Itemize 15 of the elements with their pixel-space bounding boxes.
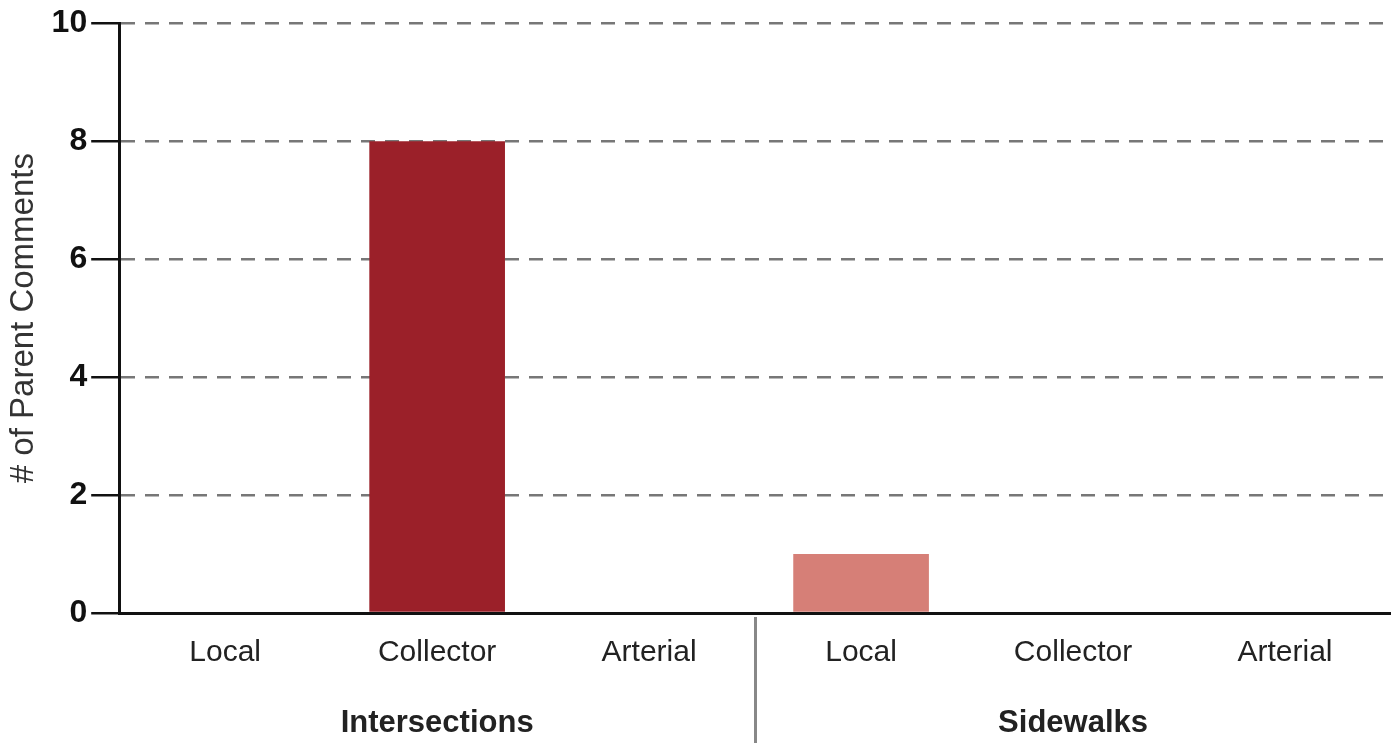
x-tick-label: Local xyxy=(189,634,262,668)
y-tick-label: 2 xyxy=(69,474,88,511)
y-tick-label: 10 xyxy=(51,3,88,40)
x-tick-label: Local xyxy=(825,634,897,668)
y-tick-label: 6 xyxy=(69,238,88,275)
y-axis-title: # of Parent Comments xyxy=(2,153,40,484)
y-tick-label: 4 xyxy=(69,356,88,393)
text: Sidewalks xyxy=(998,703,1149,739)
x-tick-label: Arterial xyxy=(1237,634,1333,668)
x-tick-label: Collector xyxy=(1013,634,1133,668)
x-tick-label: Arterial xyxy=(601,634,697,668)
y-tick-label: 0 xyxy=(69,592,88,629)
x-tick-label: Collector xyxy=(377,634,497,668)
text: Intersections xyxy=(340,703,534,739)
y-tick-label: 8 xyxy=(69,120,88,157)
